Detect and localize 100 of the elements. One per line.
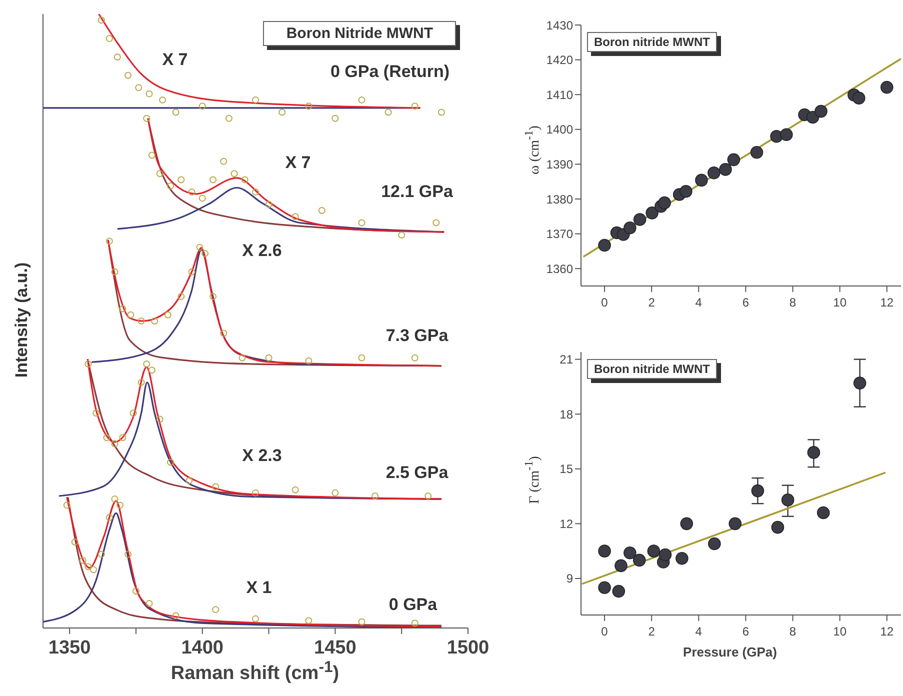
x-tick-label: 8 [789,624,796,639]
point [612,584,626,598]
x-tick-label: 4 [695,296,702,310]
point [111,268,118,276]
point [411,102,418,110]
y-tick-label: 1360 [546,262,574,276]
point [814,104,828,118]
y-tick-label: 1400 [546,122,574,137]
point [138,378,145,386]
point [178,292,185,300]
point [225,114,232,122]
x-tick-label: 6 [742,624,750,639]
point [130,410,137,417]
point [167,182,174,190]
y-tick-label: 15 [560,462,574,476]
y-tick-label: 9 [566,572,574,586]
annotation: X 1 [246,578,272,598]
point [172,612,180,620]
point [148,366,156,374]
point [156,416,164,423]
point [124,72,132,79]
x-tick-label: 2 [648,296,656,310]
point [318,206,326,214]
point [198,194,206,202]
point [598,238,611,252]
point [424,492,432,500]
point [728,517,742,530]
point [212,483,220,490]
point [624,221,636,234]
point [658,196,671,210]
point [220,330,228,337]
point [98,16,105,24]
point [132,588,140,595]
point [411,620,418,627]
y-tick-label: 1390 [546,157,574,172]
point [119,434,126,442]
point [71,538,78,546]
point [719,163,732,176]
x-tick-label: 12 [880,624,894,639]
point [398,232,406,239]
point [751,484,764,498]
point [332,114,339,122]
point [676,552,688,565]
point [780,128,793,142]
point [658,548,672,562]
point [210,292,216,300]
point [632,554,646,567]
point [230,170,238,178]
y-axis-title: Intensity (a.u.) [12,262,32,378]
x-tick-label: 0 [601,296,608,310]
point [103,434,110,442]
x-axis-title: Raman shift (cm$^{-1}$) [170,658,340,686]
point [708,166,720,180]
point [188,188,196,196]
point [84,563,92,570]
point [143,114,150,122]
point [807,446,820,459]
y-tick-label: 18 [560,407,574,422]
point [156,170,164,178]
point [852,92,866,104]
y-tick-label: 1430 [546,18,574,32]
point [167,458,174,466]
point [727,153,740,166]
annotation: Boron Nitride MWNT [263,21,456,46]
point [106,514,113,521]
point [143,360,150,368]
point [198,102,206,110]
point [164,311,172,318]
y-tick-label: 12 [560,516,574,531]
point [127,311,134,318]
point [646,206,658,220]
point [624,546,636,560]
point [265,354,272,362]
point [278,108,286,116]
x-tick-label: 1500 [446,637,490,658]
x-tick-label: 10 [833,624,847,639]
point [114,53,121,60]
point [111,496,118,503]
point [880,80,894,94]
y-tick-label: 21 [560,352,574,367]
point [135,84,142,92]
point [252,96,259,104]
point [816,506,830,520]
point [853,376,866,390]
point [238,354,246,362]
annotation: Boron nitride MWNT [587,359,717,379]
point [305,357,312,364]
point [196,244,204,251]
point [332,489,339,496]
point [241,176,248,184]
point [680,184,692,198]
point [111,440,118,448]
point [781,494,794,506]
point [384,108,392,116]
x-tick-label: 0 [601,624,608,639]
y-tick-label: 1420 [546,53,574,68]
point [138,318,145,324]
x-axis-title: Pressure (GPa) [683,644,777,660]
x-tick-label: 4 [695,624,702,639]
x-tick-label: 8 [789,296,796,310]
